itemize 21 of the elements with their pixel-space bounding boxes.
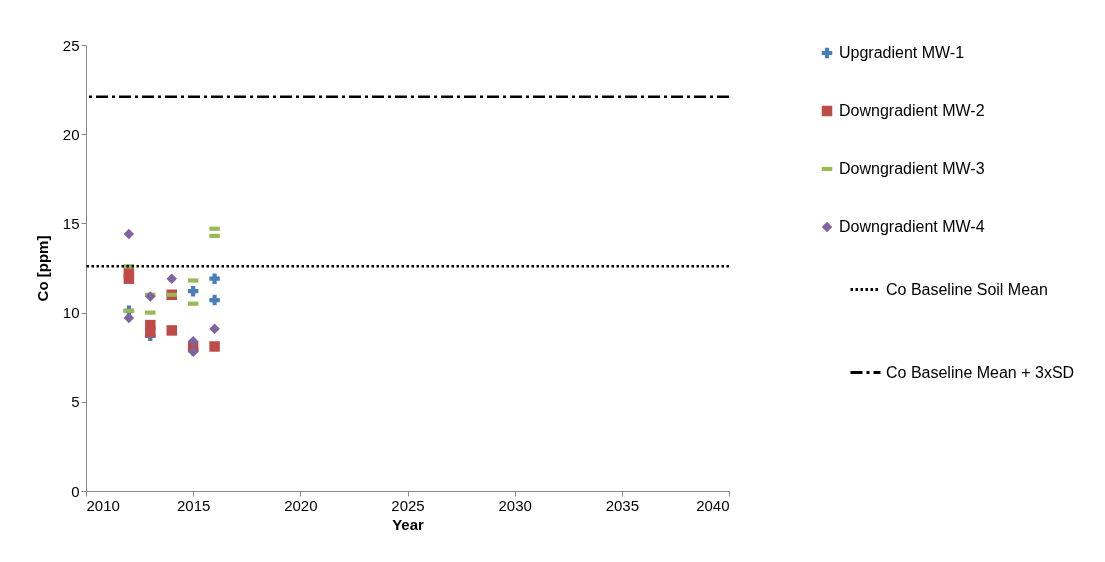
y-tick-label: 0 (71, 482, 80, 500)
x-tick-label: 2035 (605, 496, 640, 514)
x-tick-label: 2010 (86, 496, 120, 514)
x-tick-label: 2025 (391, 496, 425, 514)
x-tick-label: 2015 (176, 496, 211, 514)
legend-label: Co Baseline Soil Mean (886, 280, 1048, 298)
x-tick-label: 2030 (498, 496, 532, 514)
x-tick-label: 2040 (696, 496, 730, 514)
y-tick-label: 20 (62, 125, 80, 143)
y-tick-label: 25 (62, 36, 80, 54)
legend-label: Downgradient MW-2 (839, 102, 985, 119)
y-tick-label: 10 (62, 304, 80, 322)
y-tick-label: 15 (62, 214, 80, 232)
y-tick-label: 5 (71, 393, 80, 411)
legend-label: Co Baseline Mean + 3xSD (886, 363, 1075, 381)
y-axis-title: Co [ppm] (33, 235, 51, 302)
legend-label: Downgradient MW-4 (839, 218, 985, 235)
x-tick-label: 2020 (284, 496, 318, 514)
legend-label: Downgradient MW-3 (839, 160, 985, 177)
x-axis-title: Year (392, 515, 425, 533)
legend-label: Upgradient MW-1 (839, 44, 965, 61)
